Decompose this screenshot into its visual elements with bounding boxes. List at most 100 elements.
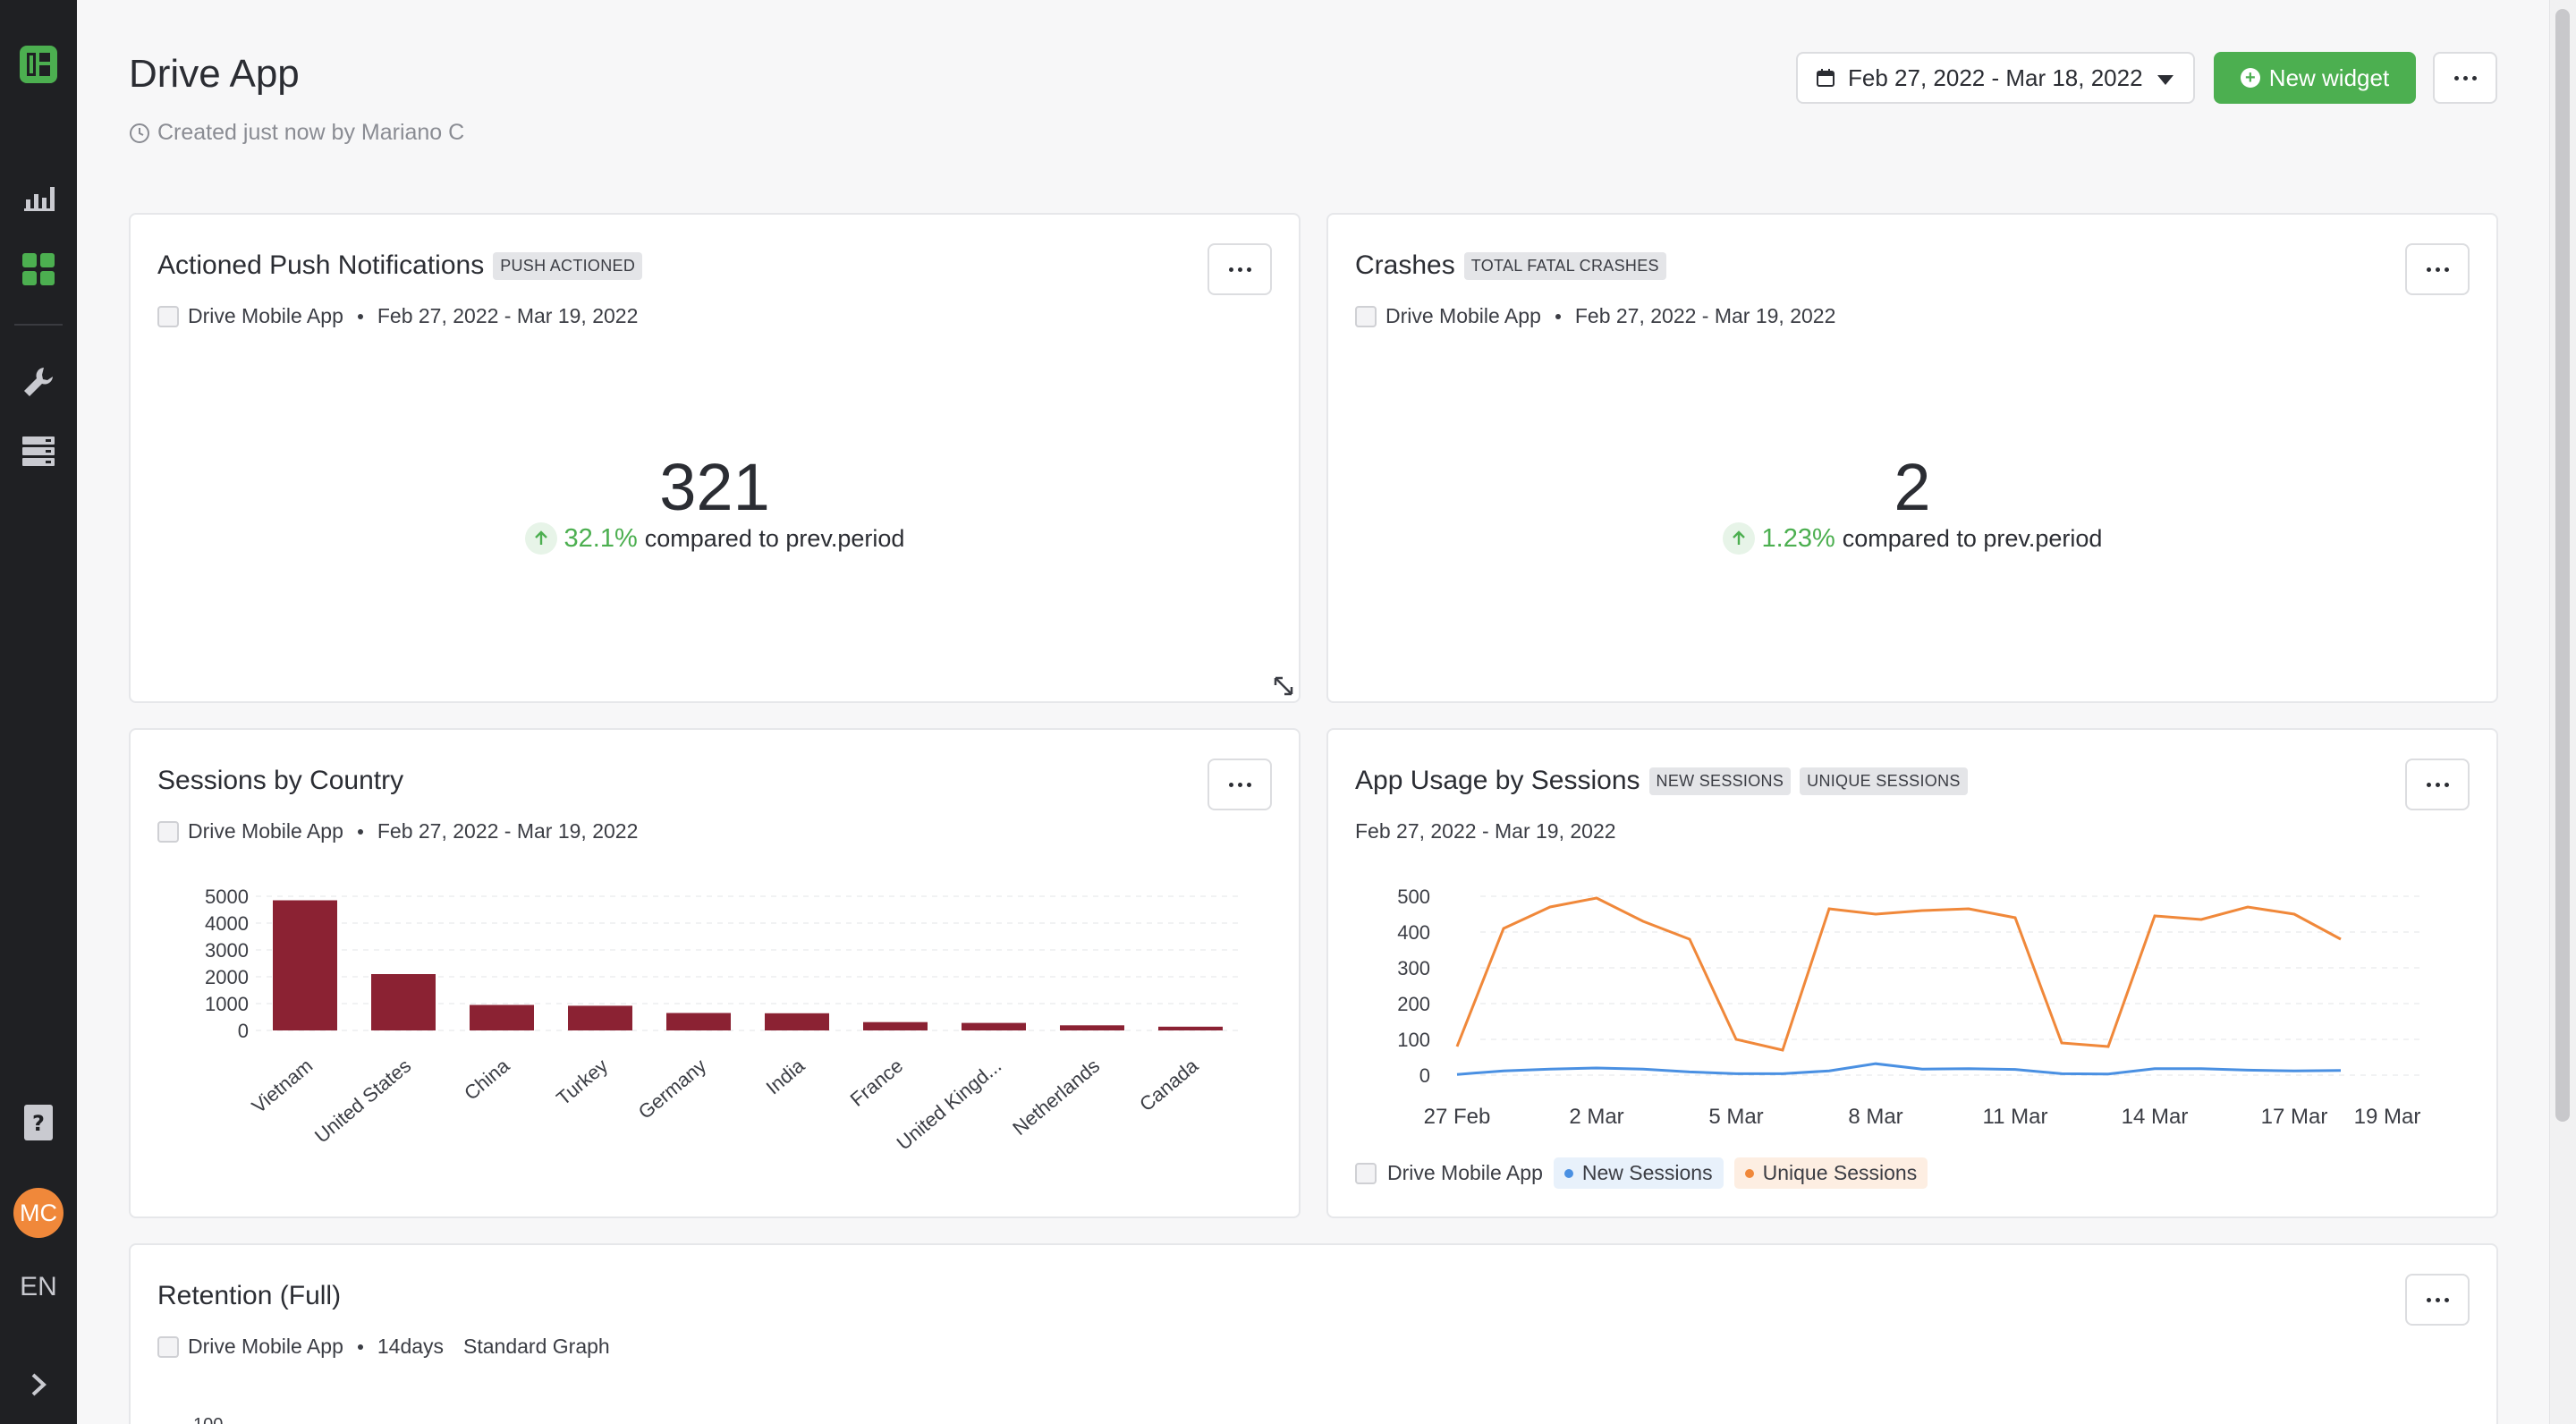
widget-title: Crashes TOTAL FATAL CRASHES bbox=[1355, 250, 1666, 281]
retention-period: 14days bbox=[377, 1335, 445, 1358]
bar bbox=[1158, 1026, 1223, 1030]
more-icon bbox=[1228, 267, 1251, 272]
widget-more-button[interactable] bbox=[2405, 759, 2470, 810]
x-tick-label: United Kingd... bbox=[893, 1055, 1006, 1155]
widget-crashes: Crashes TOTAL FATAL CRASHES Drive Mobile… bbox=[1326, 213, 2498, 703]
kpi-value: 2 bbox=[1894, 450, 1931, 524]
date-range-picker[interactable]: Feb 27, 2022 - Mar 18, 2022 bbox=[1796, 52, 2195, 104]
x-tick-label: China bbox=[460, 1054, 514, 1105]
metric-tag: PUSH ACTIONED bbox=[493, 251, 643, 280]
bar bbox=[371, 974, 436, 1030]
x-tick-label: 19 Mar bbox=[2354, 1105, 2421, 1129]
widget-title: Actioned Push Notifications PUSH ACTIONE… bbox=[157, 250, 643, 281]
logo-icon[interactable] bbox=[0, 39, 77, 89]
sidebar: ? MC EN bbox=[0, 0, 77, 1424]
app-name: Drive Mobile App bbox=[188, 304, 343, 327]
x-tick-label: United States bbox=[310, 1055, 415, 1148]
graph-type: Standard Graph bbox=[463, 1335, 610, 1358]
widget-meta: Drive Mobile App Feb 27, 2022 - Mar 19, … bbox=[157, 304, 638, 328]
bar bbox=[863, 1021, 928, 1030]
delta-caption: compared to prev.period bbox=[644, 524, 905, 552]
help-icon[interactable]: ? bbox=[0, 1100, 77, 1145]
x-tick-label: Canada bbox=[1135, 1054, 1203, 1115]
widget-more-button[interactable] bbox=[2405, 243, 2470, 295]
more-icon bbox=[2453, 75, 2477, 81]
dashboard-more-button[interactable] bbox=[2433, 52, 2497, 104]
more-icon bbox=[2426, 1297, 2449, 1302]
widget-more-button[interactable] bbox=[1208, 759, 1272, 810]
dashboards-icon[interactable] bbox=[0, 247, 77, 292]
app-icon bbox=[1355, 305, 1377, 327]
x-tick-label: France bbox=[846, 1055, 908, 1111]
app-icon bbox=[1355, 1162, 1377, 1184]
scrollbar-thumb[interactable] bbox=[2555, 9, 2570, 1122]
y-tick-label: 200 bbox=[1397, 993, 1430, 1015]
legend-label: New Sessions bbox=[1581, 1161, 1713, 1184]
x-tick-label: India bbox=[762, 1054, 809, 1098]
y-tick-label: 4000 bbox=[205, 912, 249, 935]
y-tick-label: 500 bbox=[1397, 886, 1430, 908]
widget-date-range: Feb 27, 2022 - Mar 19, 2022 bbox=[377, 819, 639, 843]
legend-item-new-sessions[interactable]: New Sessions bbox=[1553, 1157, 1724, 1189]
x-tick-label: 5 Mar bbox=[1708, 1105, 1763, 1129]
metric-tag-new-sessions: NEW SESSIONS bbox=[1648, 767, 1792, 795]
x-tick-label: 8 Mar bbox=[1848, 1105, 1902, 1129]
sidebar-divider bbox=[14, 324, 63, 326]
legend-app-name: Drive Mobile App bbox=[1387, 1161, 1543, 1184]
analytics-icon[interactable] bbox=[0, 177, 77, 222]
x-tick-label: 27 Feb bbox=[1424, 1105, 1491, 1129]
sessions-line-chart: 0 100 200 300 400 500 27 Feb 2 Mar 5 Mar 8 Mar 11 … bbox=[1397, 886, 2421, 1129]
bar bbox=[1060, 1025, 1124, 1030]
bullet-separator bbox=[357, 1343, 363, 1350]
x-tick-label: Vietnam bbox=[248, 1055, 318, 1118]
x-tick-label: 11 Mar bbox=[1983, 1105, 2048, 1129]
bullet-separator bbox=[357, 313, 363, 319]
widget-title: Retention (Full) bbox=[157, 1281, 341, 1311]
widget-meta: Drive Mobile App 14days Standard Graph bbox=[157, 1335, 610, 1359]
bar bbox=[470, 1004, 534, 1030]
widget-more-button[interactable] bbox=[2405, 1274, 2470, 1326]
series-line bbox=[1455, 896, 2342, 1052]
y-tick-label: 1000 bbox=[205, 993, 249, 1015]
delta-percent: 32.1% bbox=[564, 523, 638, 553]
chart-legend: Drive Mobile App New Sessions Unique Ses… bbox=[1355, 1157, 1928, 1189]
widget-date-range: Feb 27, 2022 - Mar 19, 2022 bbox=[1574, 304, 1836, 327]
y-tick-label: 3000 bbox=[205, 939, 249, 962]
data-icon[interactable] bbox=[0, 429, 77, 474]
widget-date-range: Feb 27, 2022 - Mar 19, 2022 bbox=[377, 304, 639, 327]
bar bbox=[962, 1022, 1026, 1030]
widget-retention: Retention (Full) Drive Mobile App 14days… bbox=[129, 1243, 2498, 1424]
language-switcher[interactable]: EN bbox=[20, 1272, 57, 1301]
app-name: Drive Mobile App bbox=[1385, 304, 1541, 327]
kpi-delta: 1.23% compared to prev.period bbox=[1328, 522, 2496, 555]
widget-title-text: Crashes bbox=[1355, 250, 1455, 280]
widget-more-button[interactable] bbox=[1208, 243, 1272, 295]
y-tick-label: 0 bbox=[1419, 1064, 1430, 1087]
widget-title: Sessions by Country bbox=[157, 766, 403, 796]
y-tick-label: 5000 bbox=[205, 886, 249, 908]
expand-sidebar-icon[interactable] bbox=[0, 1367, 77, 1403]
page-subtitle: Created just now by Mariano C bbox=[129, 120, 464, 146]
new-widget-button[interactable]: + New widget bbox=[2214, 52, 2416, 104]
widget-meta: Drive Mobile App Feb 27, 2022 - Mar 19, … bbox=[1355, 304, 1835, 328]
legend-item-unique-sessions[interactable]: Unique Sessions bbox=[1733, 1157, 1928, 1189]
avatar[interactable]: MC bbox=[13, 1188, 64, 1238]
app-icon bbox=[157, 1335, 179, 1358]
widget-app-usage: App Usage by Sessions NEW SESSIONS UNIQU… bbox=[1326, 728, 2498, 1218]
resize-handle-icon[interactable] bbox=[1272, 674, 1299, 701]
tools-icon[interactable] bbox=[0, 360, 77, 404]
more-icon bbox=[2426, 267, 2449, 272]
kpi-delta: 32.1% compared to prev.period bbox=[131, 522, 1299, 555]
retention-axis-tick: 100 bbox=[193, 1415, 223, 1424]
bullet-separator bbox=[357, 828, 363, 835]
metric-tag: TOTAL FATAL CRASHES bbox=[1463, 251, 1666, 280]
legend-label: Unique Sessions bbox=[1762, 1161, 1918, 1184]
bar bbox=[765, 1013, 829, 1030]
main-content: Drive App Created just now by Mariano C … bbox=[77, 0, 2549, 1424]
page-title: Drive App bbox=[129, 52, 300, 96]
created-by-text: Created just now by Mariano C bbox=[157, 120, 465, 145]
bar bbox=[568, 1005, 632, 1030]
app-name: Drive Mobile App bbox=[188, 819, 343, 843]
x-tick-label: 14 Mar bbox=[2122, 1105, 2189, 1129]
